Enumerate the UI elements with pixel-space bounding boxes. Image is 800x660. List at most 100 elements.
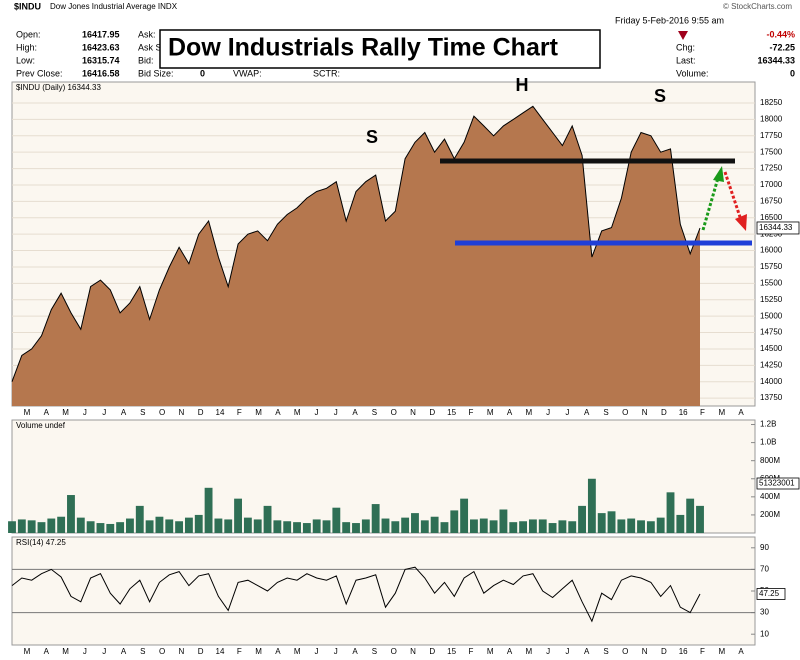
volume-bar [8,521,16,533]
y-tick-label: 18250 [760,98,783,107]
x-tick-label: M [255,647,262,656]
volume-bar [548,523,557,533]
volume-bar [253,519,262,533]
quote-value: 16416.58 [82,68,120,78]
volume-bar [165,519,174,533]
x-tick-label: M [525,408,532,417]
x-tick-label: J [546,647,550,656]
x-tick-label: A [44,647,50,656]
volume-bar [538,519,547,533]
x-tick-label: S [603,408,608,417]
x-tick-label: F [468,408,473,417]
volume-bar [175,521,184,533]
x-tick-label: F [237,647,242,656]
volume-bar [420,520,429,533]
quote-value: 16315.74 [82,55,120,65]
x-tick-label: A [352,408,358,417]
volume-bar [106,523,115,533]
volume-bar [96,523,105,533]
volume-bar [656,517,665,533]
volume-bar [587,478,596,533]
last-volume-label: 51323001 [759,479,795,488]
summary-value: 16344.33 [757,55,795,65]
volume-bar [470,519,478,533]
y-tick-label: 14750 [760,328,783,337]
x-tick-label: S [603,647,608,656]
y-tick-label: 14500 [760,344,783,353]
y-tick-label: 200M [760,510,780,519]
volume-bar [76,517,85,533]
summary-label: Volume: [676,68,709,78]
x-tick-label: S [372,647,377,656]
symbol: $INDU [14,1,41,11]
volume-bar [637,520,645,533]
extra-label: VWAP: [233,68,262,78]
volume-bar [627,518,636,533]
pattern-label: S [654,86,666,106]
y-tick-label: 1.0B [760,438,776,447]
y-tick-label: 16000 [760,246,783,255]
y-tick-label: 15750 [760,262,783,271]
x-tick-label: M [294,647,301,656]
x-tick-label: A [738,408,744,417]
y-tick-label: 400M [760,492,780,501]
x-tick-label: N [410,647,416,656]
x-tick-label: N [179,408,185,417]
x-tick-label: F [237,408,242,417]
change-pct: -0.44% [766,29,795,39]
volume-bar [126,518,134,533]
volume-bar [676,514,685,533]
pattern-label: S [366,127,378,147]
x-tick-label: J [565,647,569,656]
x-tick-label: J [83,408,87,417]
last-price-label: 16344.33 [759,223,793,232]
volume-bar [37,522,46,533]
x-tick-label: M [294,408,301,417]
x-tick-label: 14 [216,408,225,417]
x-tick-label: M [24,408,31,417]
x-tick-label: N [179,647,185,656]
x-tick-label: S [140,408,145,417]
summary-label: Chg: [676,42,695,52]
volume-bar [381,518,390,533]
quote-value: 16423.63 [82,42,120,52]
volume-bar [293,522,301,533]
x-tick-label: J [334,408,338,417]
volume-bar [519,521,528,533]
x-tick-label: M [487,647,494,656]
y-tick-label: 14250 [760,360,783,369]
x-tick-label: O [391,647,397,656]
panel-legend: RSI(14) 47.25 [16,538,66,547]
y-tick-label: 30 [760,608,769,617]
volume-bar [489,520,498,533]
volume-bar [27,520,36,533]
x-tick-label: A [44,408,50,417]
x-tick-label: J [83,647,87,656]
y-tick-label: 15000 [760,311,783,320]
volume-bar [332,507,341,533]
volume-bar [528,519,537,533]
x-tick-label: M [24,647,31,656]
book-label: Bid: [138,55,154,65]
x-tick-label: N [642,647,648,656]
y-tick-label: 15250 [760,295,783,304]
volume-bar [607,511,616,533]
x-tick-label: D [198,647,204,656]
y-tick-label: 16750 [760,196,783,205]
x-tick-label: M [62,408,69,417]
x-tick-label: O [622,408,628,417]
book-label: Bid Size: [138,68,174,78]
volume-bar [450,510,459,533]
chart-title: Dow Industrials Rally Time Chart [168,34,559,62]
volume-bar [568,521,577,533]
x-tick-label: O [622,647,628,656]
volume-bar [411,513,419,533]
volume-bar [558,520,567,533]
x-tick-label: A [738,647,744,656]
volume-bar [155,516,164,533]
volume-bar [17,519,26,533]
date: Friday 5-Feb-2016 9:55 am [615,15,724,25]
x-tick-label: J [315,647,319,656]
x-tick-label: J [102,647,106,656]
book-label: Ask: [138,29,156,39]
